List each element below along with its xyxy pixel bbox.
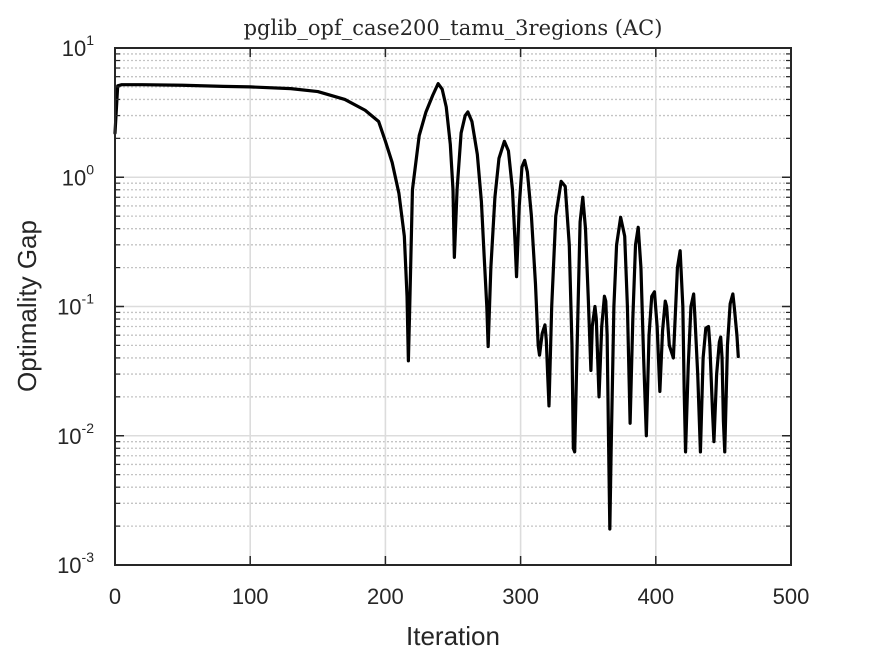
x-tick-label: 200 <box>367 584 404 609</box>
x-tick-label: 300 <box>502 584 539 609</box>
x-tick-label: 0 <box>109 584 121 609</box>
x-tick-label: 500 <box>773 584 810 609</box>
y-tick-label: 100 <box>62 161 94 190</box>
x-tick-labels: 0 100 200 300 400 500 <box>109 584 809 609</box>
series-line <box>113 82 740 531</box>
y-tick-label: 10-3 <box>57 549 94 578</box>
x-axis-label: Iteration <box>406 621 500 651</box>
y-tick-label: 10-2 <box>57 420 94 449</box>
y-tick-labels: 101 100 10-1 10-2 10-3 <box>57 32 94 578</box>
axis-ticks <box>114 47 792 566</box>
y-tick-label: 10-1 <box>57 291 94 320</box>
chart-title: pglib_opf_case200_tamu_3regions (AC) <box>244 16 663 40</box>
x-tick-label: 100 <box>232 584 269 609</box>
y-axis-label: Optimality Gap <box>12 220 42 392</box>
y-tick-label: 101 <box>62 32 94 61</box>
x-tick-label: 400 <box>637 584 674 609</box>
